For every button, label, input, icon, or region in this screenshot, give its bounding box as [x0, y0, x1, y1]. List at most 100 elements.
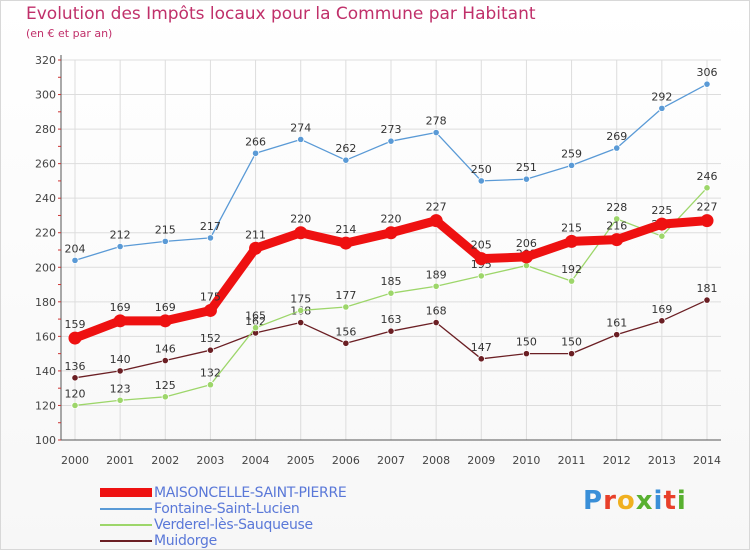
data-label: 250: [471, 163, 492, 176]
data-label: 140: [110, 353, 131, 366]
data-label: 227: [697, 201, 718, 214]
data-label: 177: [335, 289, 356, 302]
data-point: [658, 104, 666, 112]
data-label: 189: [426, 268, 447, 281]
x-tick-label: 2013: [648, 454, 676, 467]
data-label: 228: [606, 201, 627, 214]
brand-letter: P: [583, 486, 604, 516]
data-label: 212: [110, 229, 131, 242]
data-label: 169: [651, 303, 672, 316]
data-label: 169: [155, 301, 176, 314]
data-point: [658, 317, 666, 325]
legend-swatch: [100, 524, 152, 526]
data-point: [206, 234, 215, 242]
legend-label: MAISONCELLE-SAINT-PIERRE: [154, 485, 347, 501]
y-tick-label: 180: [35, 296, 56, 309]
data-label: 214: [335, 223, 356, 236]
data-point: [206, 381, 215, 389]
data-point: [342, 339, 350, 347]
x-tick-label: 2004: [242, 454, 270, 467]
data-point: [567, 350, 576, 358]
data-point: [655, 217, 669, 231]
data-point: [161, 237, 169, 245]
brand-letter: o: [616, 486, 636, 516]
y-tick-label: 200: [35, 261, 56, 274]
data-point: [249, 241, 263, 255]
data-label: 215: [561, 221, 582, 234]
data-label: 262: [335, 142, 356, 155]
data-point: [474, 252, 488, 266]
data-label: 192: [561, 263, 582, 276]
data-label: 273: [381, 123, 402, 136]
chart-title: Evolution des Impôts locaux pour la Comm…: [26, 4, 536, 24]
data-label: 169: [110, 301, 131, 314]
data-label: 246: [697, 170, 718, 183]
data-label: 217: [200, 220, 221, 233]
data-point: [477, 177, 485, 185]
data-label: 163: [381, 313, 402, 326]
data-label: 165: [245, 310, 266, 323]
data-label: 181: [697, 282, 718, 295]
data-label: 292: [651, 90, 672, 103]
x-tick-label: 2003: [196, 454, 224, 467]
data-point: [432, 318, 440, 327]
data-label: 185: [381, 275, 402, 288]
data-point: [432, 282, 440, 290]
data-label: 206: [516, 237, 537, 250]
data-point: [297, 135, 305, 144]
data-label: 132: [200, 367, 221, 380]
data-point: [703, 184, 711, 192]
data-point: [613, 215, 621, 223]
data-point: [477, 272, 485, 280]
data-point: [251, 324, 260, 332]
data-point: [71, 374, 79, 382]
y-tick-label: 120: [35, 399, 56, 412]
legend-swatch: [100, 488, 152, 497]
data-point: [565, 234, 579, 248]
data-label: 125: [155, 379, 176, 392]
data-label: 168: [426, 305, 447, 318]
data-point: [700, 214, 714, 228]
x-tick-label: 2012: [603, 454, 631, 467]
data-label: 306: [697, 66, 718, 79]
x-tick-label: 2014: [693, 454, 721, 467]
data-label: 216: [606, 220, 627, 233]
data-label: 147: [471, 341, 492, 354]
data-point: [613, 331, 621, 339]
data-point: [658, 232, 666, 240]
data-point: [294, 226, 308, 240]
data-point: [703, 296, 711, 304]
x-tick-label: 2010: [512, 454, 540, 467]
data-label: 136: [65, 360, 86, 373]
data-label: 175: [200, 290, 221, 303]
data-point: [116, 242, 124, 251]
data-point: [703, 80, 711, 88]
data-label: 161: [606, 317, 627, 330]
data-label: 123: [110, 382, 131, 395]
data-point: [113, 314, 127, 328]
data-point: [387, 327, 395, 335]
x-tick-label: 2009: [467, 454, 495, 467]
y-tick-label: 260: [35, 158, 56, 171]
data-point: [522, 350, 531, 358]
data-point: [116, 396, 124, 404]
legend-label: Fontaine-Saint-Lucien: [154, 501, 300, 517]
data-label: 156: [335, 325, 356, 338]
data-label: 205: [471, 239, 492, 252]
data-label: 220: [381, 213, 402, 226]
data-label: 251: [516, 161, 537, 174]
data-label: 220: [290, 213, 311, 226]
y-tick-label: 220: [35, 227, 56, 240]
legend-label: Verderel-lès-Sauqueuse: [154, 517, 313, 533]
data-point: [297, 306, 305, 315]
x-tick-label: 2008: [422, 454, 450, 467]
data-point: [519, 250, 533, 264]
y-tick-label: 300: [35, 89, 56, 102]
data-label: 266: [245, 135, 266, 148]
data-point: [342, 156, 350, 164]
data-label: 215: [155, 223, 176, 236]
y-tick-label: 100: [35, 434, 56, 447]
x-tick-label: 2002: [151, 454, 179, 467]
data-label: 225: [651, 204, 672, 217]
